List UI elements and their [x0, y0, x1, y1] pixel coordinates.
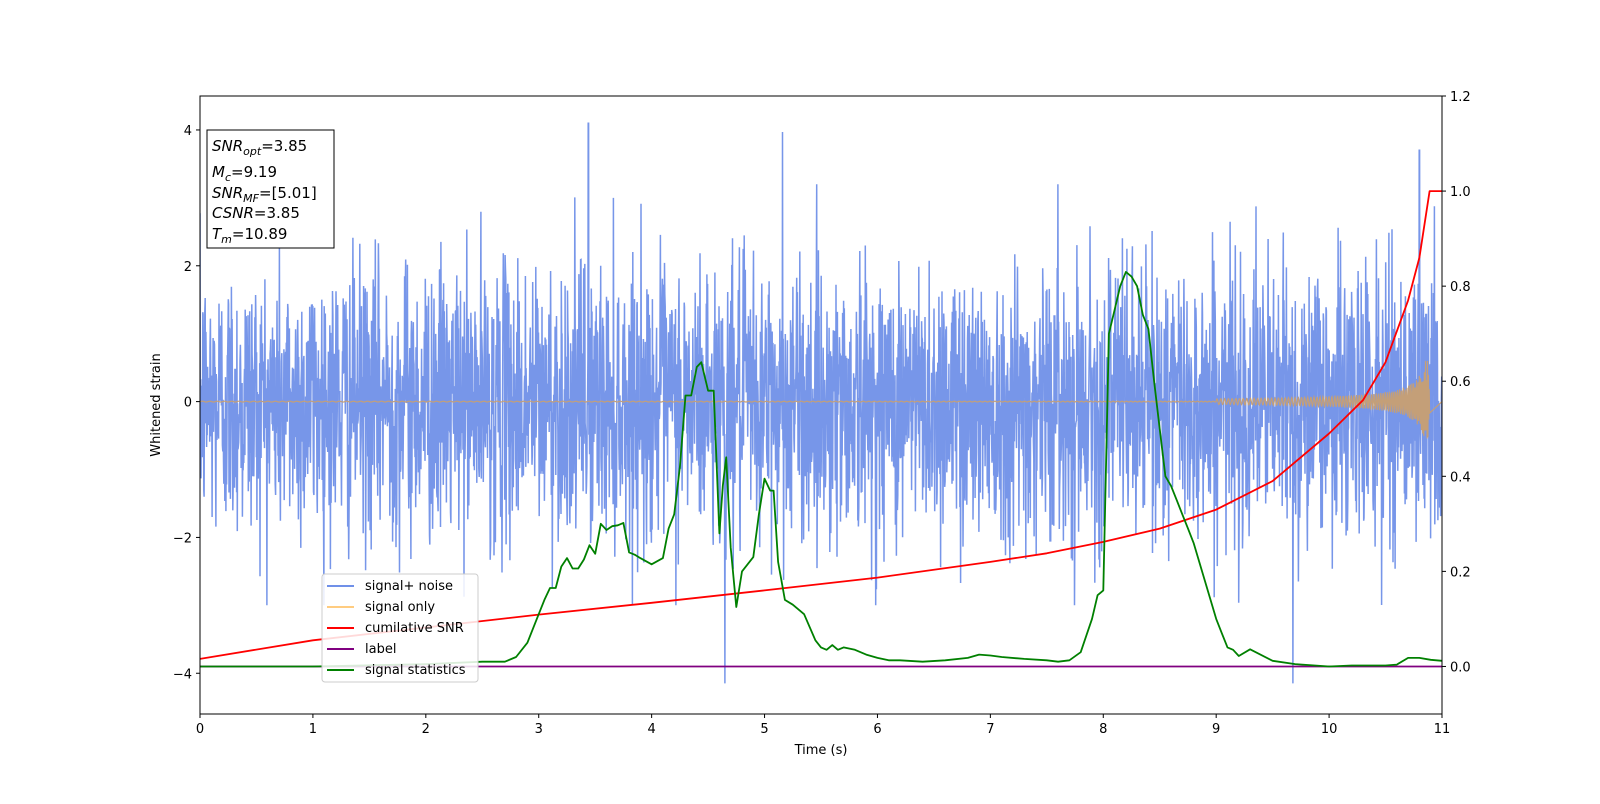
x-tick-label: 5 [760, 722, 768, 737]
legend-label-label: label [365, 642, 396, 657]
x-tick-label: 7 [986, 722, 994, 737]
signal-only-line [200, 360, 1442, 439]
legend-frame [321, 573, 479, 683]
y-axis-label: Whitened strain [149, 353, 164, 456]
legend-label-signal: signal only [365, 600, 435, 615]
x-tick-label: 4 [647, 722, 655, 737]
y-left-tick-label: −2 [173, 531, 192, 546]
x-tick-label: 8 [1099, 722, 1107, 737]
y-left-tick-label: 2 [184, 260, 192, 275]
y-right-tick-label: 0.8 [1450, 280, 1471, 295]
y-right-tick-label: 1.0 [1450, 185, 1471, 200]
x-tick-label: 0 [196, 722, 204, 737]
x-tick-label: 2 [422, 722, 430, 737]
info-csnr: CSNR=3.85 [212, 204, 300, 222]
legend-label-noise: signal+ noise [365, 579, 453, 594]
info-snr-opt: SNRopt=3.85 [212, 137, 307, 158]
cumulative-snr-line [200, 190, 1442, 660]
y-right-tick-label: 0.6 [1450, 375, 1471, 390]
signal-noise-line [200, 122, 1442, 684]
signal-statistics-line [200, 270, 1442, 668]
plot-frame [199, 95, 1443, 715]
axes: 0 1 2 3 4 5 6 7 8 9 10 11 −4 −2 0 2 4 0.0 0.2 0.4 0.6 0.8 1.0 1… [173, 90, 1471, 737]
y-right-tick-label: 1.2 [1450, 90, 1471, 105]
y-right-tick-label: 0.0 [1450, 660, 1471, 675]
y-right-tick-label: 0.4 [1450, 470, 1471, 485]
signal-noise-series [200, 122, 1442, 684]
x-tick-label: 11 [1434, 722, 1451, 737]
x-tick-label: 1 [309, 722, 317, 737]
x-tick-label: 3 [535, 722, 543, 737]
legend-label-stats: signal statistics [365, 663, 466, 678]
x-tick-label: 6 [873, 722, 881, 737]
info-tm: Tm=10.89 [212, 225, 287, 246]
x-tick-label: 10 [1321, 722, 1338, 737]
info-box-frame [206, 129, 335, 249]
legend-label-csnr: cumilative SNR [365, 621, 464, 636]
info-mc: Mc=9.19 [212, 163, 277, 184]
y-left-tick-label: 0 [184, 396, 192, 411]
y-left-tick-label: 4 [184, 124, 192, 139]
legend: signal+ noise signal only cumilative SNR… [321, 573, 479, 683]
info-box: SNRopt=3.85 Mc=9.19 SNRMF=[5.01] CSNR=3.… [206, 129, 335, 249]
x-tick-label: 9 [1212, 722, 1220, 737]
y-right-tick-label: 0.2 [1450, 565, 1471, 580]
info-snr-mf: SNRMF=[5.01] [212, 184, 317, 205]
signal-only-series [200, 360, 1442, 439]
x-axis-label: Time (s) [794, 743, 848, 758]
y-left-tick-label: −4 [173, 667, 192, 682]
